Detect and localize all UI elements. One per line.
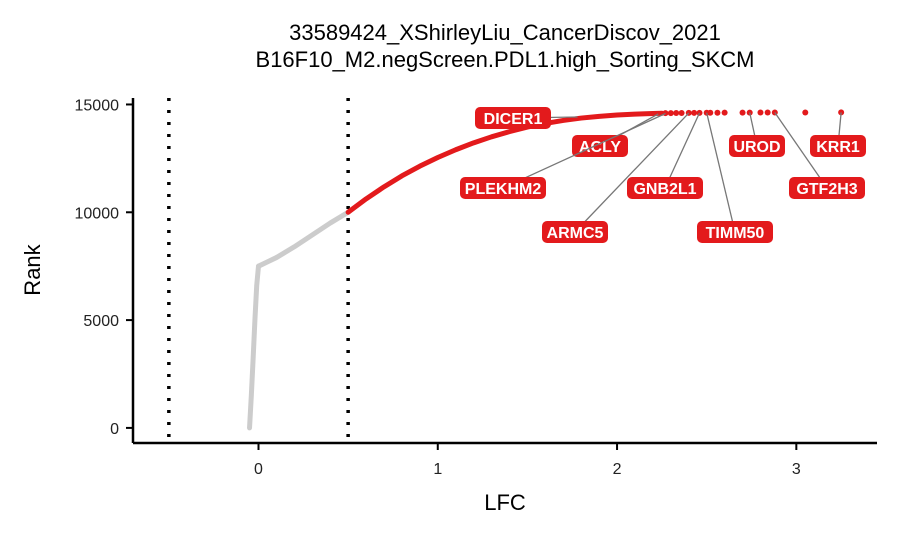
x-tick-label: 2 bbox=[613, 461, 622, 478]
label-connector bbox=[774, 112, 828, 189]
gene-label-box bbox=[475, 107, 551, 129]
hit-point bbox=[673, 109, 680, 116]
hit-point bbox=[714, 109, 721, 116]
hit-point bbox=[691, 109, 698, 116]
gene-label-box bbox=[460, 177, 546, 199]
label-connector bbox=[664, 112, 701, 189]
gene-label-box bbox=[627, 177, 703, 199]
gene-label: ARMC5 bbox=[547, 225, 604, 242]
gene-label: TIMM50 bbox=[706, 225, 765, 242]
hit-point bbox=[721, 109, 728, 116]
label-connector bbox=[706, 112, 736, 233]
x-tick-label: 3 bbox=[792, 461, 801, 478]
plot-area: 0 1 2 3 0 5000 10000 15000 DICER1 ACLY PLEKHM2 ARMC… bbox=[75, 97, 877, 478]
gene-label: DICER1 bbox=[484, 111, 543, 128]
hit-point bbox=[802, 109, 809, 116]
chart-subtitle: B16F10_M2.negScreen.PDL1.high_Sorting_SK… bbox=[256, 47, 755, 72]
chart-title: 33589424_XShirleyLiu_CancerDiscov_2021 bbox=[289, 20, 721, 45]
y-axis-title: Rank bbox=[20, 243, 45, 295]
hit-point bbox=[696, 109, 703, 116]
x-tick-label: 0 bbox=[254, 461, 263, 478]
gene-label: PLEKHM2 bbox=[465, 181, 542, 198]
hit-series-line bbox=[345, 110, 665, 215]
x-tick-label: 1 bbox=[433, 461, 442, 478]
hit-point bbox=[678, 109, 685, 116]
y-tick-label: 0 bbox=[110, 421, 119, 438]
y-tick-label: 15000 bbox=[75, 97, 120, 114]
background-series-line-0 bbox=[247, 263, 261, 431]
gene-label-box bbox=[572, 135, 628, 157]
y-tick-label: 5000 bbox=[83, 313, 119, 330]
hit-point bbox=[707, 109, 714, 116]
gene-label-box bbox=[810, 135, 866, 157]
gene-label-box bbox=[697, 221, 773, 243]
hit-point bbox=[667, 110, 674, 117]
hit-point bbox=[757, 109, 764, 116]
label-connector bbox=[502, 112, 666, 189]
gene-label-box bbox=[789, 177, 865, 199]
background-series-line-1 bbox=[255, 209, 351, 269]
x-axis-title: LFC bbox=[484, 490, 526, 515]
hit-point bbox=[764, 109, 771, 116]
gene-label-box bbox=[542, 221, 608, 243]
gene-label: ACLY bbox=[579, 139, 621, 156]
gene-label: GTF2H3 bbox=[796, 181, 857, 198]
gene-label: GNB2L1 bbox=[633, 181, 696, 198]
hit-point bbox=[739, 109, 746, 116]
gene-label: UROD bbox=[733, 139, 780, 156]
label-connector bbox=[574, 112, 690, 233]
y-tick-label: 10000 bbox=[75, 205, 120, 222]
gene-label: KRR1 bbox=[816, 139, 860, 156]
gene-label-box bbox=[729, 135, 785, 157]
